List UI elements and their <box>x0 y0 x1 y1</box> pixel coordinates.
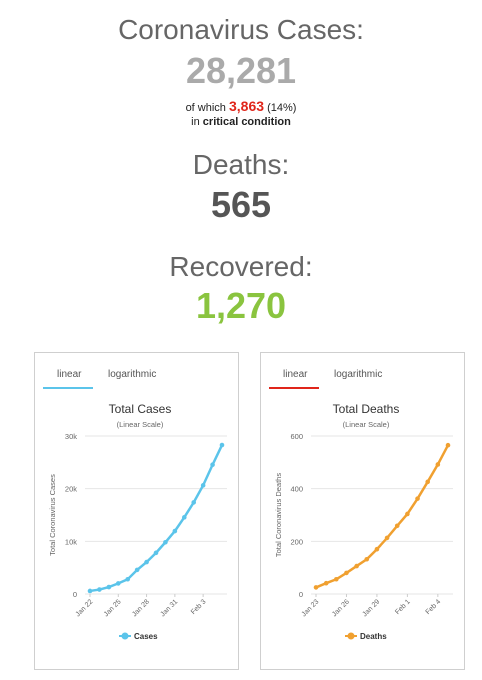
deaths-data-point <box>445 442 451 448</box>
cases-data-point <box>200 483 206 488</box>
y-tick-label: 10k <box>65 537 77 546</box>
cases-total: 28,281 <box>185 50 297 91</box>
cases-data-point <box>144 559 149 565</box>
deaths-data-point <box>364 556 370 562</box>
x-tick-label: Jan 28 <box>131 598 151 618</box>
y-tick-label: 200 <box>290 537 303 546</box>
tab-linear[interactable]: linear <box>57 369 82 380</box>
total-deaths-chart: Total Deaths (Linear Scale) 0 200 400 600 Tota… <box>274 402 453 641</box>
recovered-total: 1,270 <box>195 285 287 326</box>
cases-series-line <box>89 444 224 593</box>
total-deaths-chart-panel: linear logarithmic Total Deaths (Linear S… <box>260 352 465 670</box>
cases-data-point <box>219 442 225 448</box>
cases-data-point <box>87 588 93 594</box>
y-tick-label: 600 <box>290 432 303 441</box>
deaths-data-point <box>323 580 329 586</box>
x-tick-label: Jan 25 <box>103 598 123 618</box>
tab-logarithmic[interactable]: logarithmic <box>108 369 157 380</box>
y-tick-label: 30k <box>65 432 77 441</box>
chart-title: Total Cases <box>109 402 172 416</box>
total-cases-chart-panel: linear logarithmic Total Cases (Linear Sc… <box>34 352 239 670</box>
deaths-data-point <box>354 563 359 569</box>
cases-data-point <box>172 528 178 534</box>
deaths-data-point <box>384 535 390 541</box>
tab-logarithmic[interactable]: logarithmic <box>334 369 383 380</box>
x-tick-label: Feb 3 <box>190 598 208 616</box>
deaths-series-line <box>315 444 450 589</box>
y-tick-label: 0 <box>299 590 303 599</box>
recovered-heading: Recovered: <box>169 251 313 282</box>
deaths-data-point <box>405 511 410 517</box>
critical-prefix: of which <box>185 102 226 114</box>
legend-label: Cases <box>134 632 158 641</box>
tab-linear[interactable]: linear <box>283 369 308 380</box>
x-tick-label: Jan 29 <box>362 598 382 618</box>
y-axis-label: Total Coronavirus Deaths <box>274 473 283 557</box>
critical-in: in <box>191 116 200 128</box>
cases-data-point <box>97 587 102 592</box>
deaths-data-point <box>425 479 430 485</box>
x-tick-label: Feb 1 <box>394 598 412 616</box>
deaths-data-point <box>394 523 400 529</box>
deaths-data-point <box>374 546 380 552</box>
legend-marker <box>347 632 355 640</box>
cases-heading: Coronavirus Cases: <box>118 14 364 45</box>
deaths-data-point <box>415 496 420 501</box>
y-tick-label: 0 <box>73 590 77 599</box>
cases-data-point <box>115 581 121 586</box>
cases-data-point <box>181 515 187 520</box>
cases-data-point <box>210 462 215 468</box>
critical-label: critical condition <box>202 116 291 128</box>
x-tick-label: Jan 22 <box>75 598 95 618</box>
cases-data-point <box>134 567 140 573</box>
chart-legend: Deaths <box>345 632 387 641</box>
deaths-data-point <box>313 585 319 590</box>
active-tab-indicator <box>269 387 319 389</box>
deaths-data-point <box>435 462 441 467</box>
deaths-heading: Deaths: <box>192 149 290 180</box>
total-cases-chart: Total Cases (Linear Scale) 0 10k 20k 30k Total… <box>48 402 227 641</box>
x-tick-label: Feb 4 <box>425 598 443 616</box>
legend-marker <box>121 632 129 640</box>
chart-subtitle: (Linear Scale) <box>343 420 390 429</box>
cases-data-point <box>163 539 168 545</box>
critical-count: 3,863 <box>228 98 265 114</box>
deaths-data-point <box>334 576 339 582</box>
cases-data-point <box>106 584 112 590</box>
x-tick-label: Jan 26 <box>331 598 351 618</box>
cases-data-point <box>153 550 159 556</box>
chart-legend: Cases <box>119 632 158 641</box>
y-axis-label: Total Coronavirus Cases <box>48 474 57 556</box>
chart-subtitle: (Linear Scale) <box>117 420 164 429</box>
critical-line: of which 3,863 (14%) <box>0 98 482 114</box>
y-tick-label: 20k <box>65 485 77 494</box>
cases-data-point <box>191 500 197 505</box>
x-tick-label: Jan 31 <box>159 598 179 618</box>
y-tick-label: 400 <box>290 485 303 494</box>
chart-title: Total Deaths <box>333 402 400 416</box>
deaths-data-point <box>344 570 349 576</box>
critical-condition-line: in critical condition <box>0 116 482 128</box>
x-tick-label: Jan 23 <box>301 598 321 618</box>
deaths-total: 565 <box>210 184 272 225</box>
legend-label: Deaths <box>360 632 387 641</box>
critical-percent: (14%) <box>267 102 297 114</box>
active-tab-indicator <box>43 387 93 389</box>
cases-data-point <box>125 576 131 582</box>
